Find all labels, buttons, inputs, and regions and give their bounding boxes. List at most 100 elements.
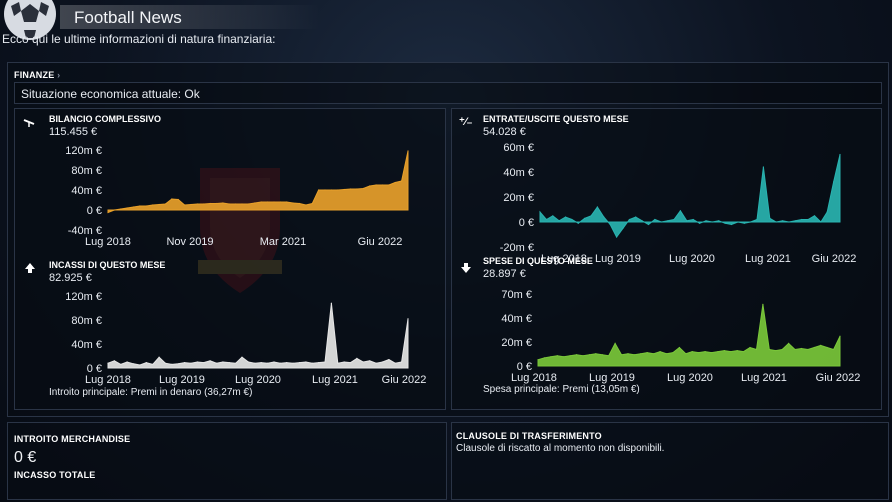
data-point xyxy=(736,350,738,352)
data-point xyxy=(126,361,128,363)
data-point xyxy=(311,202,313,205)
y-tick-label: 40m € xyxy=(71,339,102,351)
data-point xyxy=(616,236,618,238)
x-tick-label: Lug 2021 xyxy=(745,253,791,265)
data-point xyxy=(158,356,160,358)
data-point xyxy=(139,364,141,366)
data-point xyxy=(279,201,281,203)
x-tick-label: Lug 2019 xyxy=(595,253,641,265)
data-point xyxy=(807,348,809,351)
data-point xyxy=(152,204,154,206)
data-point xyxy=(730,351,732,353)
data-point xyxy=(839,335,841,337)
merchandise-value: 0 € xyxy=(14,449,37,466)
data-point xyxy=(584,217,586,219)
bilancio-chart[interactable]: 120m € 80m € 40m € 0 € -40m €Lug 2018 Nov 201… xyxy=(30,142,430,248)
intro-text: Ecco qui le ultime informazioni di natur… xyxy=(2,32,276,46)
data-point xyxy=(203,362,205,364)
y-tick-label: 70m € xyxy=(501,289,532,301)
y-tick-label: 0 € xyxy=(87,205,102,217)
data-point xyxy=(286,362,288,364)
merchandise-title: INTROITO MERCHANDISE xyxy=(14,434,131,444)
data-point xyxy=(292,202,294,204)
data-point xyxy=(286,201,288,203)
data-point xyxy=(267,201,269,203)
clausole-text: Clausole di riscatto al momento non disp… xyxy=(456,443,665,454)
data-point xyxy=(537,359,539,361)
data-point xyxy=(762,303,764,305)
data-point xyxy=(743,222,745,224)
data-point xyxy=(788,342,790,344)
data-point xyxy=(203,203,205,205)
status-box: Situazione economica attuale: Ok xyxy=(14,82,882,104)
data-point xyxy=(699,222,701,224)
data-point xyxy=(356,357,358,359)
x-tick-label: Lug 2020 xyxy=(669,253,715,265)
data-point xyxy=(556,355,558,357)
data-point xyxy=(337,189,339,191)
bilancio-value: 115.455 € xyxy=(49,126,98,138)
data-point xyxy=(184,204,186,206)
data-point xyxy=(564,216,567,218)
data-point xyxy=(132,363,135,365)
data-point xyxy=(254,202,256,204)
data-point xyxy=(692,218,694,221)
data-point xyxy=(190,203,192,206)
data-point xyxy=(247,361,249,363)
data-point xyxy=(711,221,713,223)
spese-chart[interactable]: 70m € 40m € 20m € 0 €Lug 2018 Lug 2019 Lug 20… xyxy=(452,286,882,384)
data-point xyxy=(724,222,726,224)
entrate-chart[interactable]: 60m € 40m € 20m € 0 € -20m € Lug 2018 Lug 2019… xyxy=(452,142,882,265)
data-point xyxy=(228,203,230,205)
y-tick-label: 120m € xyxy=(65,291,102,303)
finanze-title[interactable]: FINANZE › xyxy=(14,70,60,80)
data-point xyxy=(273,201,275,203)
data-point xyxy=(381,184,384,186)
data-point xyxy=(107,362,109,364)
data-point xyxy=(241,356,243,358)
data-point xyxy=(620,354,623,356)
data-point xyxy=(388,359,390,361)
data-point xyxy=(813,346,815,349)
data-point xyxy=(158,203,160,206)
football-icon xyxy=(4,0,56,40)
entrate-value: 54.028 € xyxy=(483,126,526,138)
data-point xyxy=(609,223,611,226)
spese-footer: Spesa principale: Premi (13,05m €) xyxy=(483,384,640,395)
y-tick-label: 120m € xyxy=(65,145,102,157)
data-point xyxy=(768,348,770,351)
x-tick-label: Lug 2020 xyxy=(667,372,713,384)
data-point xyxy=(635,216,637,218)
data-point xyxy=(762,166,764,168)
data-point xyxy=(209,202,211,205)
data-point xyxy=(292,362,294,364)
y-tick-label: 80m € xyxy=(71,315,102,327)
arrow-up-icon xyxy=(25,263,35,273)
data-point xyxy=(381,361,384,363)
data-point xyxy=(228,362,230,364)
data-point xyxy=(362,361,364,363)
data-point xyxy=(120,363,122,365)
data-point xyxy=(660,221,662,223)
data-point xyxy=(401,180,403,182)
finanze-title-label: FINANZE xyxy=(14,70,55,80)
incassi-title: INCASSI DI QUESTO MESE xyxy=(49,260,166,270)
data-point xyxy=(627,353,629,355)
data-point xyxy=(215,362,218,364)
data-point xyxy=(749,346,751,349)
incassi-chart[interactable]: 120m € 80m € 40m € 0 €Lug 2018 Lug 2019 Lug 2… xyxy=(30,290,430,386)
app-header: Football News xyxy=(0,0,892,40)
data-point xyxy=(279,362,281,364)
data-point xyxy=(717,351,719,353)
data-point xyxy=(267,362,269,364)
y-tick-label: 60m € xyxy=(503,142,534,154)
data-point xyxy=(375,184,377,186)
data-point xyxy=(723,350,725,352)
data-point xyxy=(132,206,135,208)
data-point xyxy=(588,354,590,356)
x-tick-label: Lug 2018 xyxy=(511,372,557,384)
bilancio-title: BILANCIO COMPLESSIVO xyxy=(49,114,162,124)
data-point xyxy=(362,187,364,190)
data-point xyxy=(113,360,115,362)
data-point xyxy=(209,360,211,362)
